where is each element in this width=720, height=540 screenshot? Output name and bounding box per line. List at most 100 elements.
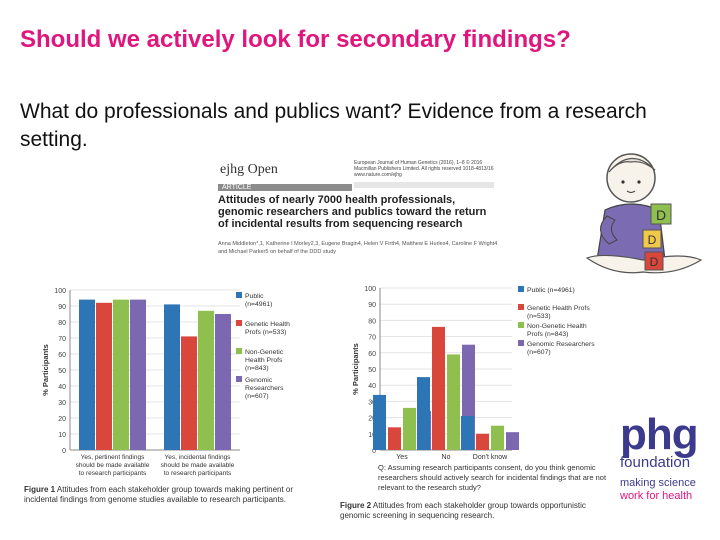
- article-section-tag: ARTICLE: [218, 184, 352, 191]
- figure-2-caption-text: Attitudes from each stakeholder group to…: [340, 501, 586, 520]
- journal-meta: European Journal of Human Genetics (2016…: [354, 160, 494, 178]
- legend-label: Genomic Researchers: [527, 341, 595, 348]
- y-tick-label: 60: [368, 351, 376, 358]
- journal-logo: ejhg Open: [220, 162, 278, 177]
- svg-text:D: D: [656, 207, 666, 223]
- bar-1-0-0: [373, 394, 386, 450]
- y-tick-label: 40: [58, 384, 66, 391]
- bar-0-1-1: [181, 336, 197, 450]
- logo-tagline-1: making science: [620, 477, 696, 489]
- bar-0-1-0: [164, 304, 180, 450]
- legend-label: Non-Genetic: [245, 349, 284, 356]
- bar-1-1-0: [417, 377, 430, 450]
- legend-label: Profs (n=843): [527, 331, 568, 338]
- y-tick-label: 80: [368, 318, 376, 325]
- bar-0-0-2: [113, 299, 129, 450]
- y-tick-label: 50: [368, 367, 376, 374]
- logo-tagline-2: work for health: [620, 490, 693, 502]
- x-tick-label: to research participants: [164, 470, 232, 477]
- y-tick-label: 0: [62, 448, 66, 455]
- figure-2-chart: 0 10 20 30 40 50 60 70 80 90 100 % Participants Yes N…: [351, 286, 595, 461]
- bar-1-2-2: [491, 425, 504, 450]
- legend-label: Profs (n=533): [245, 329, 286, 336]
- x-tick-label: Yes, incidental findings: [165, 454, 232, 461]
- y-tick-label: 20: [368, 416, 376, 423]
- slide-subtitle: What do professionals and publics want? …: [20, 100, 647, 151]
- x-tick-label: should be made available: [161, 462, 235, 469]
- article-title: Attitudes of nearly 7000 health professi…: [218, 194, 487, 230]
- bar-0-1-2: [198, 310, 214, 450]
- logo-foundation: foundation: [620, 454, 691, 471]
- legend-swatch: [518, 322, 524, 328]
- y-tick-label: 60: [58, 352, 66, 359]
- figure-2-question: Q: Assuming research participants consen…: [378, 463, 607, 492]
- x-tick-label: No: [442, 454, 451, 461]
- bar-1-2-0: [461, 415, 474, 450]
- legend-swatch: [236, 292, 242, 298]
- legend-label: Health Profs: [245, 357, 283, 364]
- legend-swatch: [518, 286, 524, 292]
- x-tick-label: Yes: [396, 454, 408, 461]
- bar-1-1-1: [432, 326, 445, 450]
- legend-label: (n=607): [245, 393, 269, 400]
- logo-phg: phg: [620, 410, 699, 459]
- slide-title: Should we actively look for secondary fi…: [20, 26, 571, 53]
- legend-swatch: [518, 340, 524, 346]
- bar-0-0-1: [96, 302, 112, 450]
- x-tick-label: to research participants: [79, 470, 147, 477]
- y-tick-label: 10: [58, 432, 66, 439]
- legend-label: Public (n=4961): [527, 287, 575, 294]
- figure-1-chart: 0 10 20 30 40 50 60 70 80 90 100 % Participants Yes,…: [41, 288, 290, 477]
- y-tick-label: 80: [58, 320, 66, 327]
- figure-2-caption-label: Figure 2: [340, 501, 372, 510]
- legend-swatch: [236, 348, 242, 354]
- y-tick-label: 90: [58, 304, 66, 311]
- figure-1-caption: Figure 1 Attitudes from each stakeholder…: [24, 485, 324, 505]
- y-tick-label: 30: [368, 399, 376, 406]
- legend-label: (n=607): [527, 349, 551, 356]
- legend-label: Genomic: [245, 377, 273, 384]
- legend-label: (n=843): [245, 365, 269, 372]
- bar-0-0-0: [79, 299, 95, 450]
- x-tick-label: Yes, pertinent findings: [81, 454, 145, 461]
- bar-0-0-3: [130, 299, 146, 450]
- bar-1-1-2: [447, 354, 460, 450]
- legend-label: Non-Genetic Health: [527, 323, 587, 330]
- meta-bar: [354, 182, 494, 188]
- bar-1-0-2: [403, 407, 416, 450]
- legend-label: (n=4961): [245, 301, 272, 308]
- legend-label: Researchers: [245, 385, 284, 392]
- legend-swatch: [236, 320, 242, 326]
- legend-swatch: [518, 304, 524, 310]
- figure-1-caption-text: Attitudes from each stakeholder group to…: [24, 485, 294, 504]
- bar-1-2-1: [476, 433, 489, 450]
- bar-1-2-3: [506, 432, 519, 450]
- legend-swatch: [236, 376, 242, 382]
- y-tick-label: 70: [58, 336, 66, 343]
- y-tick-label: 100: [54, 288, 66, 295]
- y-tick-label: 20: [58, 416, 66, 423]
- svg-text:D: D: [650, 255, 659, 269]
- legend-label: (n=533): [527, 313, 551, 320]
- y-tick-label: 10: [368, 432, 376, 439]
- legend-label: Genetic Health Profs: [527, 305, 590, 312]
- y-axis-label: % Participants: [41, 344, 50, 396]
- bar-0-1-3: [215, 314, 231, 450]
- figure-1-caption-label: Figure 1: [24, 485, 56, 494]
- phg-foundation-logo: phg foundation making science work for h…: [620, 410, 716, 503]
- y-tick-label: 30: [58, 400, 66, 407]
- y-axis-label: % Participants: [351, 343, 360, 395]
- child-with-blocks-illustration: D D D: [583, 148, 705, 278]
- x-tick-label: Don't know: [473, 454, 508, 461]
- y-tick-label: 0: [372, 448, 376, 455]
- svg-text:D: D: [648, 233, 657, 247]
- legend-label: Public: [245, 293, 264, 300]
- figure-2-caption: Figure 2 Attitudes from each stakeholder…: [340, 501, 612, 521]
- figure-1: 0 10 20 30 40 50 60 70 80 90 100 % Participants Yes,…: [20, 280, 340, 512]
- legend-label: Genetic Health: [245, 321, 290, 328]
- y-tick-label: 70: [368, 335, 376, 342]
- bar-1-0-1: [388, 427, 401, 450]
- figure-2: 0 10 20 30 40 50 60 70 80 90 100 % Participants Yes N…: [340, 280, 618, 525]
- x-tick-label: should be made available: [76, 462, 150, 469]
- y-tick-label: 90: [368, 302, 376, 309]
